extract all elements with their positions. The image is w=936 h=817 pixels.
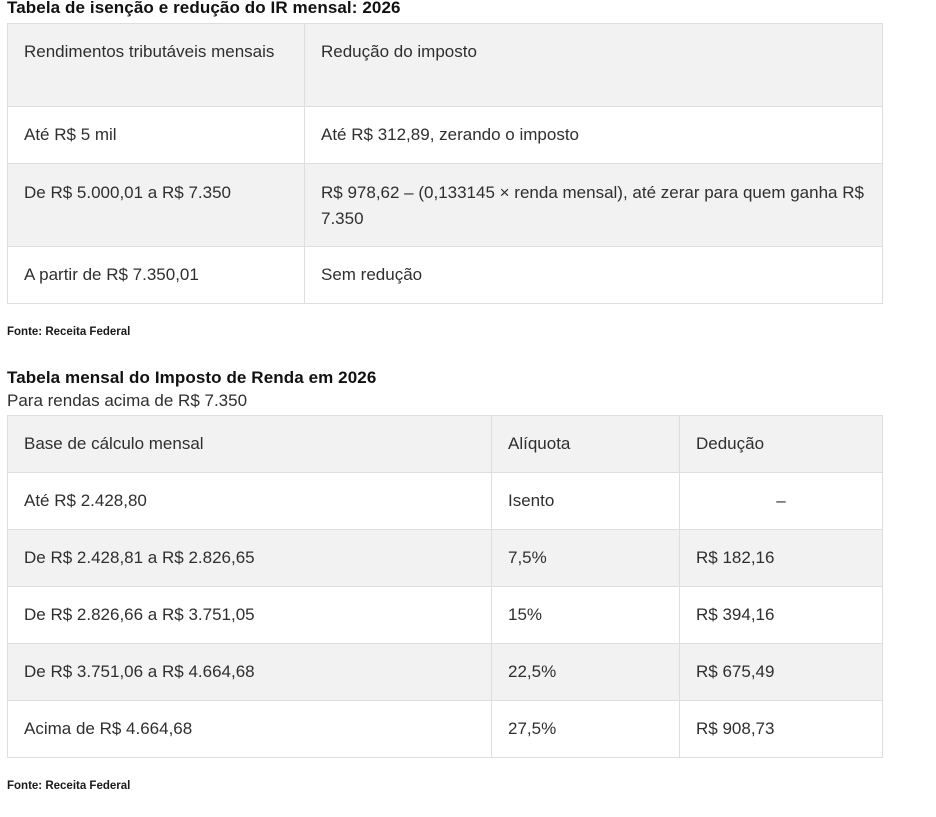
table2-header-cell: Alíquota (491, 415, 680, 473)
table-cell: Até R$ 2.428,80 (7, 472, 492, 530)
table-cell: 7,5% (491, 529, 680, 587)
income-tax-table: Base de cálculo mensal Alíquota Dedução … (7, 415, 883, 758)
table-row: A partir de R$ 7.350,01 Sem redução (7, 246, 883, 304)
table1-source: Fonte: Receita Federal (7, 326, 131, 338)
table-cell: 27,5% (491, 700, 680, 758)
table-cell: 15% (491, 586, 680, 644)
table1-title: Tabela de isenção e redução do IR mensal… (7, 0, 401, 17)
table-row: Acima de R$ 4.664,68 27,5% R$ 908,73 (7, 700, 883, 758)
table-cell: R$ 908,73 (679, 700, 883, 758)
table-cell: De R$ 2.428,81 a R$ 2.826,65 (7, 529, 492, 587)
table-cell: De R$ 3.751,06 a R$ 4.664,68 (7, 643, 492, 701)
table-cell: Até R$ 312,89, zerando o imposto (304, 106, 883, 164)
table-cell: Isento (491, 472, 680, 530)
table-cell: – (679, 472, 883, 530)
table-row: Até R$ 2.428,80 Isento – (7, 472, 883, 530)
table-cell: R$ 675,49 (679, 643, 883, 701)
table-cell: 22,5% (491, 643, 680, 701)
table-cell: De R$ 2.826,66 a R$ 3.751,05 (7, 586, 492, 644)
table-cell: R$ 182,16 (679, 529, 883, 587)
table2-source: Fonte: Receita Federal (7, 780, 131, 792)
table-cell: Acima de R$ 4.664,68 (7, 700, 492, 758)
table2-header-cell: Base de cálculo mensal (7, 415, 492, 473)
table-cell: Até R$ 5 mil (7, 106, 305, 164)
table1-header-row: Rendimentos tributáveis mensais Redução … (7, 23, 883, 107)
table2-header-row: Base de cálculo mensal Alíquota Dedução (7, 415, 883, 473)
table-row: De R$ 3.751,06 a R$ 4.664,68 22,5% R$ 67… (7, 643, 883, 701)
table-row: De R$ 5.000,01 a R$ 7.350 R$ 978,62 – (0… (7, 163, 883, 247)
table-row: De R$ 2.428,81 a R$ 2.826,65 7,5% R$ 182… (7, 529, 883, 587)
table-cell: R$ 978,62 – (0,133145 × renda mensal), a… (304, 163, 883, 247)
table2-subtitle: Para rendas acima de R$ 7.350 (7, 391, 248, 410)
table-row: Até R$ 5 mil Até R$ 312,89, zerando o im… (7, 106, 883, 164)
exemption-table: Rendimentos tributáveis mensais Redução … (7, 23, 883, 304)
table2-title: Tabela mensal do Imposto de Renda em 202… (7, 368, 377, 387)
table2-header-cell: Dedução (679, 415, 883, 473)
content: Tabela de isenção e redução do IR mensal… (7, 0, 883, 792)
table-cell: A partir de R$ 7.350,01 (7, 246, 305, 304)
table-row: De R$ 2.826,66 a R$ 3.751,05 15% R$ 394,… (7, 586, 883, 644)
table1-header-cell: Rendimentos tributáveis mensais (7, 23, 305, 107)
table-cell: Sem redução (304, 246, 883, 304)
table-cell: De R$ 5.000,01 a R$ 7.350 (7, 163, 305, 247)
table1-header-cell: Redução do imposto (304, 23, 883, 107)
table-cell: R$ 394,16 (679, 586, 883, 644)
